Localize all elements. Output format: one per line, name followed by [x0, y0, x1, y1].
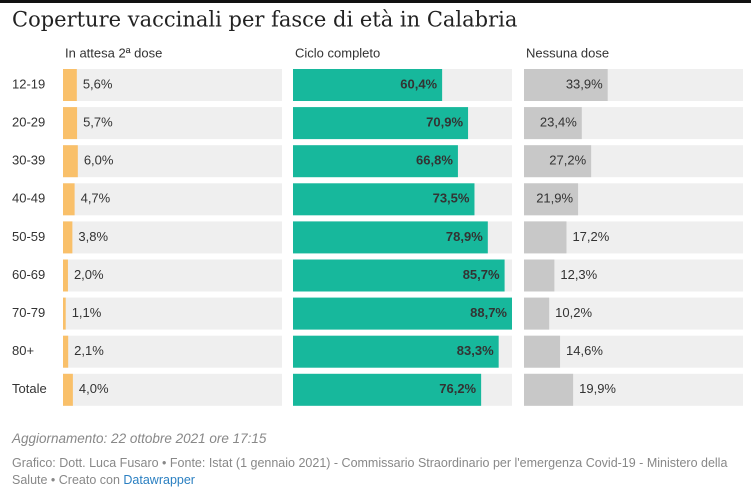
bar: [63, 183, 75, 216]
category-label: Totale: [12, 381, 47, 396]
row-background: [63, 221, 282, 254]
value-label: 12,3%: [560, 267, 597, 282]
value-label: 78,9%: [446, 229, 483, 244]
panel-header: Nessuna dose: [526, 45, 609, 60]
bar: [524, 107, 582, 140]
value-label: 17,2%: [572, 229, 609, 244]
value-label: 4,0%: [79, 381, 109, 396]
bar: [63, 221, 73, 254]
row-background: [63, 335, 282, 368]
row-background: [524, 259, 743, 292]
bar: [524, 335, 561, 368]
bar: [63, 145, 78, 178]
row-background: [63, 107, 282, 140]
bar: [293, 69, 443, 101]
bar: [293, 145, 458, 178]
value-label: 2,1%: [74, 343, 104, 358]
row-background: [63, 69, 282, 101]
bar: [524, 145, 592, 178]
category-label: 12-19: [12, 76, 45, 91]
value-label: 6,0%: [84, 153, 114, 168]
value-label: 33,9%: [566, 76, 603, 91]
top-rule: [0, 0, 751, 3]
category-label: 60-69: [12, 267, 45, 282]
value-label: 76,2%: [439, 381, 476, 396]
bar: [63, 259, 68, 292]
credit-link[interactable]: Datawrapper: [123, 473, 195, 487]
bar: [293, 335, 499, 368]
row-background: [63, 145, 282, 178]
value-label: 5,6%: [83, 76, 113, 91]
value-label: 88,7%: [470, 305, 507, 320]
bar: [63, 335, 69, 368]
value-label: 14,6%: [566, 343, 603, 358]
value-label: 19,9%: [579, 381, 616, 396]
category-label: 70-79: [12, 305, 45, 320]
value-label: 73,5%: [433, 191, 470, 206]
row-background: [524, 335, 743, 368]
value-label: 60,4%: [400, 76, 437, 91]
category-label: 40-49: [12, 191, 45, 206]
bar: [63, 107, 78, 140]
value-label: 66,8%: [416, 153, 453, 168]
bar: [63, 297, 66, 330]
bar: [293, 259, 505, 292]
bar: [293, 297, 512, 330]
value-label: 3,8%: [78, 229, 108, 244]
bar: [524, 221, 567, 254]
value-label: 70,9%: [426, 115, 463, 130]
row-background: [63, 259, 282, 292]
value-label: 83,3%: [457, 343, 494, 358]
source: Grafico: Dott. Luca Fusaro • Fonte: Ista…: [12, 455, 742, 489]
notes: Aggiornamento: 22 ottobre 2021 ore 17:15: [12, 431, 267, 446]
value-label: 5,7%: [83, 115, 113, 130]
row-background: [63, 297, 282, 330]
panel-header: In attesa 2ª dose: [65, 45, 162, 60]
bar: [293, 221, 488, 254]
bar: [524, 69, 608, 101]
value-label: 21,9%: [536, 191, 573, 206]
value-label: 2,0%: [74, 267, 104, 282]
category-label: 80+: [12, 343, 34, 358]
category-label: 50-59: [12, 229, 45, 244]
value-label: 10,2%: [555, 305, 592, 320]
row-background: [524, 297, 743, 330]
bar: [63, 69, 77, 101]
value-label: 27,2%: [549, 153, 586, 168]
bar: [524, 259, 555, 292]
bar: [63, 373, 73, 406]
chart: Coperture vaccinali per fasce di età in …: [0, 0, 751, 406]
chart-title: Coperture vaccinali per fasce di età in …: [12, 8, 517, 32]
panel-header: Ciclo completo: [295, 45, 380, 60]
bar: [524, 297, 550, 330]
category-label: 20-29: [12, 115, 45, 130]
value-label: 85,7%: [463, 267, 500, 282]
bar: [293, 373, 482, 406]
source-text: Grafico: Dott. Luca Fusaro • Fonte: Ista…: [12, 456, 728, 487]
bar: [293, 107, 469, 140]
bar: [524, 373, 574, 406]
bar: [293, 183, 475, 216]
row-background: [63, 183, 282, 216]
row-background: [63, 373, 282, 406]
category-label: 30-39: [12, 153, 45, 168]
bar: [524, 183, 579, 216]
value-label: 4,7%: [81, 191, 111, 206]
value-label: 1,1%: [72, 305, 102, 320]
value-label: 23,4%: [540, 115, 577, 130]
